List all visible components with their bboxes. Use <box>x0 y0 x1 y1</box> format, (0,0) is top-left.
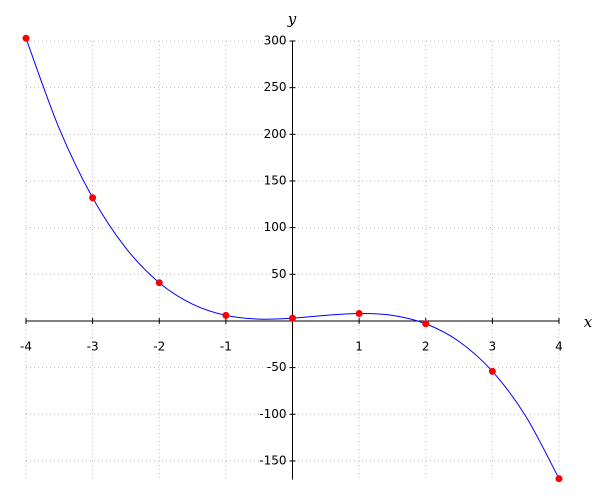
point <box>89 194 97 202</box>
y-tick-label: 250 <box>264 80 287 94</box>
x-tick-label: -4 <box>20 339 32 353</box>
y-tick-label: -50 <box>267 360 287 374</box>
x-tick-label: -1 <box>220 339 232 353</box>
y-tick-label: -100 <box>259 407 286 421</box>
y-tick-label: 50 <box>271 267 286 281</box>
x-tick-label: 3 <box>489 339 497 353</box>
y-tick-label: 150 <box>264 173 287 187</box>
x-tick-label: 4 <box>555 339 563 353</box>
point <box>422 320 430 328</box>
x-tick-label: 1 <box>355 339 363 353</box>
y-tick-label: 300 <box>264 34 287 48</box>
x-tick-label: 2 <box>422 339 430 353</box>
y-tick-label: 200 <box>264 127 287 141</box>
point <box>355 309 363 317</box>
point <box>555 475 563 483</box>
y-axis-title: y <box>287 10 297 28</box>
point <box>222 311 230 319</box>
x-tick-label: -3 <box>87 339 99 353</box>
point <box>289 314 296 322</box>
x-tick-label: -2 <box>153 339 165 353</box>
point <box>488 367 496 375</box>
point <box>155 279 163 287</box>
y-tick-label: 100 <box>264 220 287 234</box>
x-axis-title: x <box>584 313 593 331</box>
point <box>22 34 30 42</box>
y-tick-label: -150 <box>259 453 286 467</box>
